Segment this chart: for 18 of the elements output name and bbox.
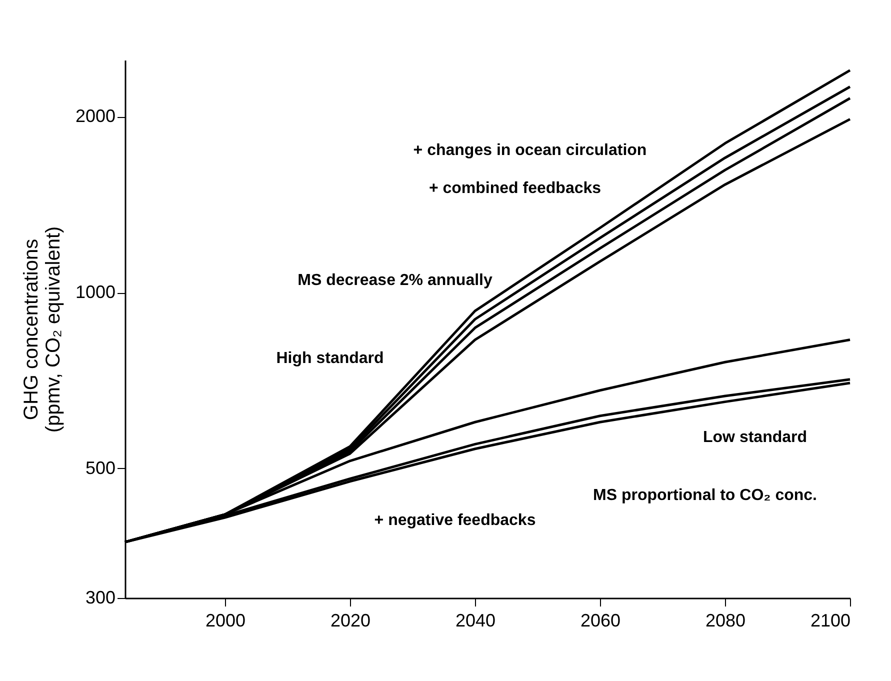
y-tick-label: 500 xyxy=(85,458,116,478)
annotation: MS proportional to CO₂ conc. xyxy=(593,487,817,504)
y-tick-label: 1000 xyxy=(75,282,116,302)
x-tick-label: 2060 xyxy=(580,610,621,630)
x-tick-label: 2020 xyxy=(330,610,371,630)
x-tick-label: 2000 xyxy=(205,610,246,630)
x-tick-label: 2080 xyxy=(705,610,746,630)
y-tick-label: 2000 xyxy=(75,106,116,126)
y-axis-title: GHG concentrations (ppmv, CO₂ equivalent) xyxy=(20,226,64,433)
y-tick-label: 300 xyxy=(85,588,116,608)
annotation: + changes in ocean circulation xyxy=(413,142,647,159)
x-tick-label: 2040 xyxy=(455,610,496,630)
annotation: + negative feedbacks xyxy=(374,512,536,529)
x-tick-label: 2100 xyxy=(810,610,850,630)
annotation: MS decrease 2% annually xyxy=(298,272,492,289)
annotation: High standard xyxy=(276,350,384,367)
annotation: Low standard xyxy=(702,429,808,446)
annotation: + combined feedbacks xyxy=(428,180,602,197)
